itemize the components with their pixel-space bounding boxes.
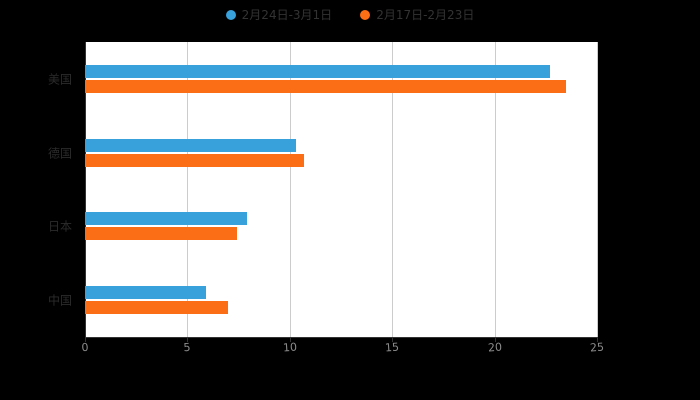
legend-item-1[interactable]: 2月17日-2月23日 — [360, 6, 474, 23]
bar-美国-series-0[interactable] — [85, 64, 550, 78]
axis-tick-mark — [289, 337, 291, 342]
bar-中国-series-1[interactable] — [85, 301, 229, 315]
x-tick-label: 15 — [384, 340, 400, 355]
x-tick-label: 10 — [282, 340, 298, 355]
x-tick-label: 5 — [183, 340, 192, 355]
gridline — [494, 42, 496, 337]
x-axis-tick-labels: 0 5 10 15 20 25 — [81, 340, 604, 357]
legend-item-0[interactable]: 2月24日-3月1日 — [225, 6, 333, 23]
gridline — [187, 42, 189, 337]
axis-tick-mark — [494, 337, 496, 342]
bar-日本-series-0[interactable] — [85, 212, 247, 226]
axis-tick-mark — [85, 337, 86, 342]
gridline — [597, 42, 598, 337]
legend-label: 2月24日-3月1日 — [241, 8, 333, 22]
chart-legend: 2月24日-3月1日 2月17日-2月23日 — [0, 6, 700, 23]
gridline — [85, 42, 86, 337]
axis-tick-mark — [597, 337, 598, 342]
gridline — [392, 42, 394, 337]
x-tick-label: 20 — [487, 340, 503, 355]
category-label: 美国 — [47, 72, 72, 87]
y-axis-labels: 美国 德国 日本 中国 — [0, 42, 78, 337]
axis-tick-mark — [392, 337, 394, 342]
bar-美国-series-1[interactable] — [85, 79, 567, 93]
bar-日本-series-1[interactable] — [85, 227, 237, 241]
x-tick-label: 25 — [589, 340, 605, 355]
legend-dot-icon — [360, 9, 371, 20]
x-tick-label: 0 — [81, 340, 89, 355]
legend-label: 2月17日-2月23日 — [376, 8, 475, 22]
bar-德国-series-0[interactable] — [85, 138, 296, 152]
plot-area — [85, 42, 598, 342]
bar-中国-series-0[interactable] — [85, 286, 206, 300]
axis-tick-mark — [187, 337, 189, 342]
legend-dot-icon — [225, 9, 236, 20]
gridline — [289, 42, 291, 337]
category-label: 中国 — [47, 293, 72, 308]
category-label: 德国 — [47, 146, 72, 161]
bar-德国-series-1[interactable] — [85, 153, 305, 167]
category-label: 日本 — [47, 219, 72, 234]
